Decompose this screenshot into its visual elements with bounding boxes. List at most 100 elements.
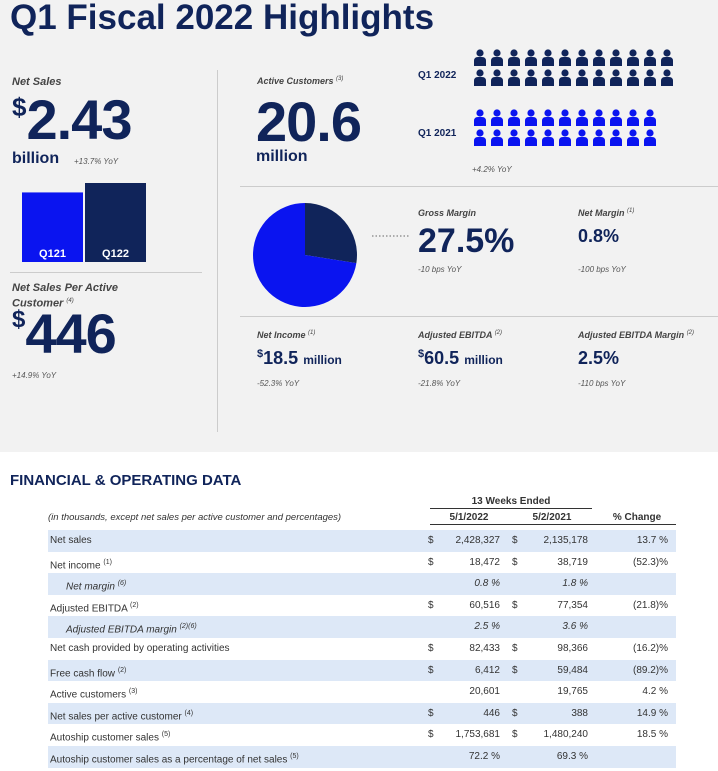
row-label: Q1 2021 bbox=[418, 128, 457, 139]
table-row: Active customers (3) 20,601 19,765 4.2 % bbox=[48, 681, 676, 703]
bar bbox=[22, 192, 83, 262]
table-row: Net income (1) $18,472 $38,719 (52.3)% bbox=[48, 552, 676, 574]
person-head bbox=[561, 49, 569, 57]
yoy: -10 bps YoY bbox=[418, 265, 462, 274]
cell: 72.2 % bbox=[468, 751, 500, 762]
cell: 98,366 bbox=[557, 643, 588, 654]
note: (1) bbox=[103, 558, 112, 566]
cell: $ bbox=[428, 664, 434, 676]
metric-label: Net Income (1) bbox=[257, 330, 315, 340]
label: Net Sales Per Active Customer bbox=[12, 282, 118, 310]
person-body bbox=[644, 77, 656, 86]
bar-label: Q122 bbox=[102, 248, 129, 260]
label: Net margin bbox=[66, 581, 115, 593]
currency: $ bbox=[12, 92, 27, 122]
value: 446 bbox=[25, 302, 116, 365]
note: (2) bbox=[130, 601, 139, 609]
cell: (52.3)% bbox=[632, 556, 668, 568]
cell: $ bbox=[512, 643, 518, 654]
cell: 14.9 % bbox=[636, 707, 668, 719]
cell: $ bbox=[512, 599, 518, 611]
yoy: -52.3% YoY bbox=[257, 379, 300, 388]
person-head bbox=[493, 49, 501, 57]
cell: 1.8 % bbox=[562, 578, 588, 590]
note: (4) bbox=[66, 298, 74, 304]
person-body bbox=[627, 77, 639, 86]
label: Active Customers bbox=[257, 76, 334, 86]
net-sales-value: $2.43 bbox=[12, 92, 132, 148]
rule bbox=[430, 524, 676, 525]
cell: $ bbox=[428, 729, 434, 741]
note: (6) bbox=[117, 580, 127, 588]
cell: 59,484 bbox=[557, 664, 588, 676]
person-head bbox=[663, 69, 671, 77]
person-head bbox=[629, 69, 637, 77]
person-body bbox=[593, 77, 605, 86]
person-body bbox=[644, 57, 656, 66]
cell: $ bbox=[428, 643, 434, 654]
person-head bbox=[663, 49, 671, 57]
person-head bbox=[595, 49, 603, 57]
yoy: -100 bps YoY bbox=[578, 265, 626, 274]
person-head bbox=[510, 109, 518, 117]
table-row: Net sales $2,428,327 $2,135,178 13.7 % bbox=[48, 530, 676, 552]
person-body bbox=[661, 77, 673, 86]
person-head bbox=[527, 69, 535, 77]
row-label: Active customers (3) bbox=[50, 681, 137, 706]
person-head bbox=[612, 109, 620, 117]
person-body bbox=[610, 137, 622, 146]
table-row: Autoship customer sales as a percentage … bbox=[48, 746, 676, 768]
person-body bbox=[542, 137, 554, 146]
person-body bbox=[525, 137, 537, 146]
note: (5) bbox=[290, 753, 299, 760]
person-body bbox=[593, 57, 605, 66]
person-body bbox=[559, 117, 571, 126]
person-body bbox=[576, 57, 588, 66]
person-body bbox=[627, 117, 639, 126]
person-head bbox=[527, 109, 535, 117]
person-head bbox=[629, 129, 637, 137]
bar-label: Q121 bbox=[39, 248, 66, 260]
metric-value: $60.5 million bbox=[418, 348, 503, 369]
value: 0.8% bbox=[578, 226, 620, 246]
row-label: Autoship customer sales (5) bbox=[50, 724, 170, 749]
period: 13 Weeks Ended bbox=[471, 496, 551, 507]
row-label: Q1 2022 bbox=[418, 70, 457, 81]
person-body bbox=[559, 57, 571, 66]
pie-slice bbox=[253, 203, 357, 307]
cell: (89.2)% bbox=[632, 664, 668, 676]
person-head bbox=[527, 49, 535, 57]
person-body bbox=[525, 57, 537, 66]
cell: 0.8 % bbox=[474, 578, 500, 590]
row-label: Net income (1) bbox=[50, 552, 112, 577]
cell: 69.3 % bbox=[556, 751, 588, 762]
person-head bbox=[476, 129, 484, 137]
cell: $ bbox=[512, 729, 518, 741]
person-body bbox=[491, 137, 503, 146]
metric-value: 27.5% bbox=[418, 222, 514, 261]
cell: 38,719 bbox=[557, 556, 588, 568]
person-head bbox=[544, 69, 552, 77]
column-header: 5/2/2021 bbox=[532, 512, 572, 523]
cell: 19,765 bbox=[557, 686, 588, 698]
person-head bbox=[578, 129, 586, 137]
person-head bbox=[510, 129, 518, 137]
person-head bbox=[510, 49, 518, 57]
cell: 4.2 % bbox=[642, 686, 668, 698]
label: Autoship customer sales as a percentage … bbox=[50, 754, 288, 766]
metric-label: Net Margin (1) bbox=[578, 208, 634, 218]
person-body bbox=[627, 57, 639, 66]
person-head bbox=[595, 129, 603, 137]
person-head bbox=[612, 49, 620, 57]
divider bbox=[10, 272, 202, 273]
person-body bbox=[508, 137, 520, 146]
bar bbox=[85, 183, 146, 262]
cell: 2,428,327 bbox=[455, 535, 501, 546]
person-body bbox=[559, 137, 571, 146]
label: Net sales bbox=[50, 535, 92, 546]
value: 27.5% bbox=[418, 222, 515, 260]
person-body bbox=[576, 117, 588, 126]
person-head bbox=[561, 69, 569, 77]
cell: 77,354 bbox=[557, 599, 588, 611]
unit: billion bbox=[12, 150, 60, 167]
